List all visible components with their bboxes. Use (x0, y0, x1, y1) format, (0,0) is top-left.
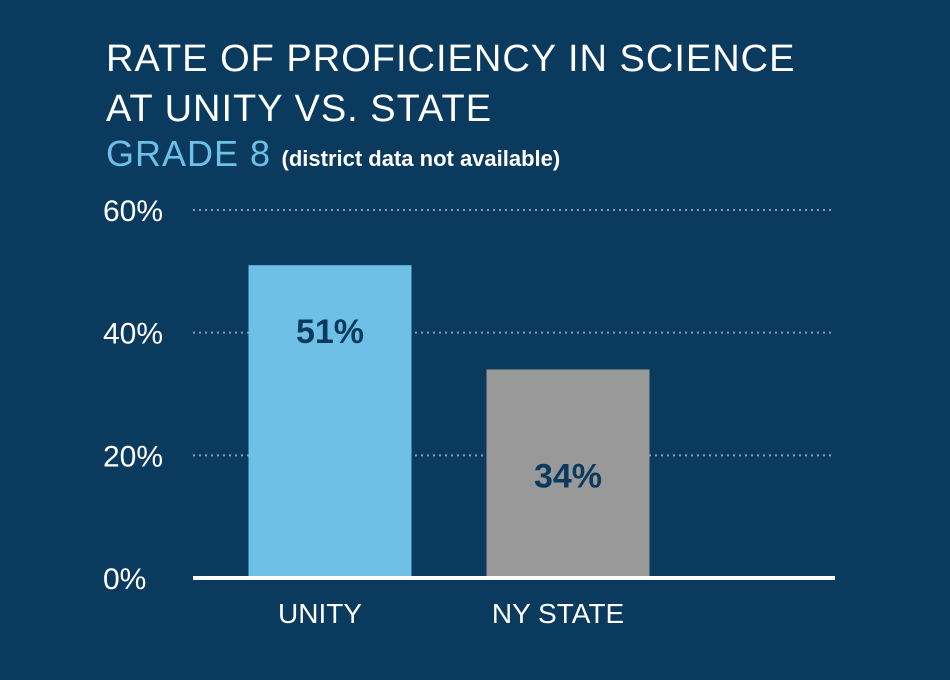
y-tick-label: 0% (103, 563, 146, 596)
bar-value-label: 51% (296, 313, 364, 351)
x-category-label: UNITY (278, 598, 362, 629)
y-tick-label: 40% (103, 318, 163, 351)
bar (248, 265, 412, 578)
y-tick-label: 60% (103, 195, 163, 228)
subtitle-note: (district data not available) (281, 146, 561, 171)
y-tick-label: 20% (103, 440, 163, 473)
chart-title-line-2: AT UNITY VS. STATE (106, 88, 493, 130)
subtitle-grade: GRADE 8 (106, 133, 272, 174)
chart-subtitle: GRADE 8 (district data not available) (106, 136, 560, 172)
x-category-label: NY STATE (492, 598, 624, 629)
bar (486, 369, 650, 578)
chart-title-line-1: RATE OF PROFICIENCY IN SCIENCE (106, 38, 796, 80)
bar-value-label: 34% (534, 457, 602, 495)
